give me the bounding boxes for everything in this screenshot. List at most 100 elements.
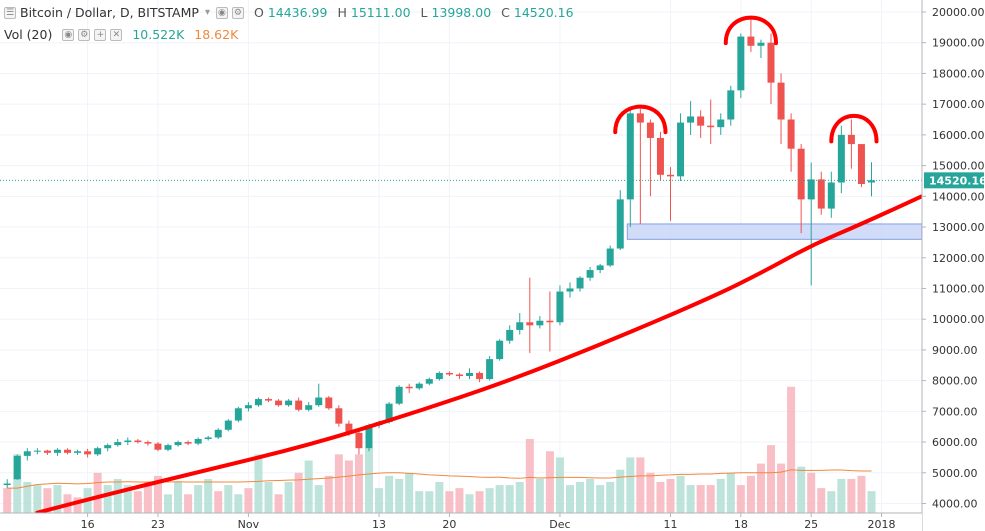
candle-body	[33, 450, 41, 452]
price-tick-label: 19000.00	[932, 37, 985, 50]
candle-body	[104, 445, 112, 449]
volume-bar	[867, 491, 876, 513]
candle-body	[636, 113, 644, 123]
volume-bar	[133, 491, 142, 513]
candle-body	[204, 437, 212, 439]
chevron-down-icon[interactable]: ▾	[204, 7, 210, 18]
volume-title[interactable]: Vol (20)	[4, 27, 53, 42]
candle-body	[53, 449, 61, 453]
eye-icon[interactable]: ◉	[215, 6, 228, 19]
time-axis[interactable]: 16 23 Nov 13 20 Dec 11 18 25 2018	[0, 512, 922, 531]
volume-bar	[43, 488, 52, 513]
time-tick-label: 11	[664, 518, 678, 531]
support-zone-box	[626, 223, 923, 240]
price-tick-label: 6000.00	[932, 436, 978, 449]
volume-bar	[646, 472, 655, 513]
last-price-label: 14520.16	[929, 174, 985, 187]
gear-icon[interactable]: ⚙	[231, 6, 244, 19]
candle-body	[787, 119, 795, 149]
price-axis-bg	[922, 0, 985, 531]
open-label: O	[253, 5, 264, 20]
volume-bar	[807, 472, 816, 513]
candle-body	[616, 199, 624, 249]
volume-bar	[264, 481, 273, 513]
volume-bar	[545, 451, 554, 513]
candle-body	[677, 122, 685, 177]
candle-body	[445, 372, 453, 375]
candle-body	[134, 440, 142, 443]
volume-bar	[234, 494, 243, 513]
candle-body	[415, 383, 423, 389]
volume-bar	[616, 469, 625, 513]
support-zone	[626, 223, 923, 240]
collapse-icon[interactable]: ☰	[4, 6, 16, 19]
pattern-annotations	[613, 15, 879, 144]
candle-body	[425, 379, 433, 384]
candle-body	[526, 322, 534, 326]
candle-body	[455, 374, 463, 377]
price-tick-label: 5000.00	[932, 467, 978, 480]
volume-bar	[827, 491, 836, 513]
gear-icon[interactable]: ⚙	[78, 28, 91, 41]
candle-body	[506, 329, 514, 341]
volume-bar	[23, 481, 32, 513]
high-label: H	[337, 5, 347, 20]
volume-bar	[73, 497, 82, 513]
candle-body	[466, 372, 473, 377]
volume-bar	[194, 485, 203, 513]
trend-curve-path	[35, 194, 924, 515]
price-tick-label: 20000.00	[932, 6, 985, 19]
eye-icon[interactable]: ◉	[62, 28, 75, 41]
close-icon[interactable]: ✕	[110, 28, 123, 41]
volume-bar	[686, 485, 695, 513]
volume-bar	[847, 478, 856, 513]
volume-bar	[485, 488, 494, 513]
volume-bar	[395, 478, 404, 513]
price-tick-label: 11000.00	[932, 282, 985, 295]
candle-body	[224, 420, 232, 430]
time-tick-label: 2018	[868, 518, 896, 531]
volume-bar	[666, 478, 675, 513]
candle-body	[837, 134, 845, 183]
candle-body	[385, 403, 393, 423]
volume-bar	[294, 472, 303, 513]
candle-body	[596, 265, 604, 271]
high-value: 15111.00	[350, 5, 411, 20]
volume-bar	[756, 463, 765, 513]
volume-bar	[314, 485, 323, 513]
volume-bar	[797, 466, 806, 513]
candle-body	[656, 137, 664, 175]
candle-body	[737, 36, 745, 91]
volume-bar	[787, 386, 796, 513]
candle-body	[295, 400, 303, 410]
candle-body	[586, 270, 594, 278]
volume-bar	[445, 491, 454, 513]
price-tick-label: 14000.00	[932, 190, 985, 203]
volume-bar	[676, 475, 685, 513]
candle-body	[355, 432, 363, 449]
price-axis[interactable]: 4000.00 5000.00 6000.00 7000.00 8000.00 9000.…	[921, 0, 985, 531]
candle-body	[566, 288, 574, 292]
candle-body	[3, 483, 11, 486]
add-icon[interactable]: +	[94, 28, 107, 41]
volume-bar	[696, 485, 705, 513]
candle-body	[727, 90, 735, 120]
volume-bar	[244, 488, 253, 513]
candle-body	[345, 423, 353, 433]
volume-bar	[767, 445, 775, 513]
volume-bar	[746, 475, 755, 513]
candle-body	[234, 408, 242, 421]
candle-body	[496, 340, 504, 360]
grid-lines	[0, 0, 922, 513]
price-tick-label: 17000.00	[932, 98, 985, 111]
symbol-title[interactable]: Bitcoin / Dollar, D, BITSTAMP	[20, 5, 199, 20]
volume-bar	[525, 438, 534, 513]
candle-body	[94, 448, 102, 455]
time-tick-label: 20	[442, 518, 456, 531]
trend-curve	[35, 194, 924, 515]
volume-bar	[475, 491, 484, 513]
volume-bar	[505, 485, 514, 513]
candle-body	[144, 442, 152, 444]
candle-body	[194, 438, 202, 444]
